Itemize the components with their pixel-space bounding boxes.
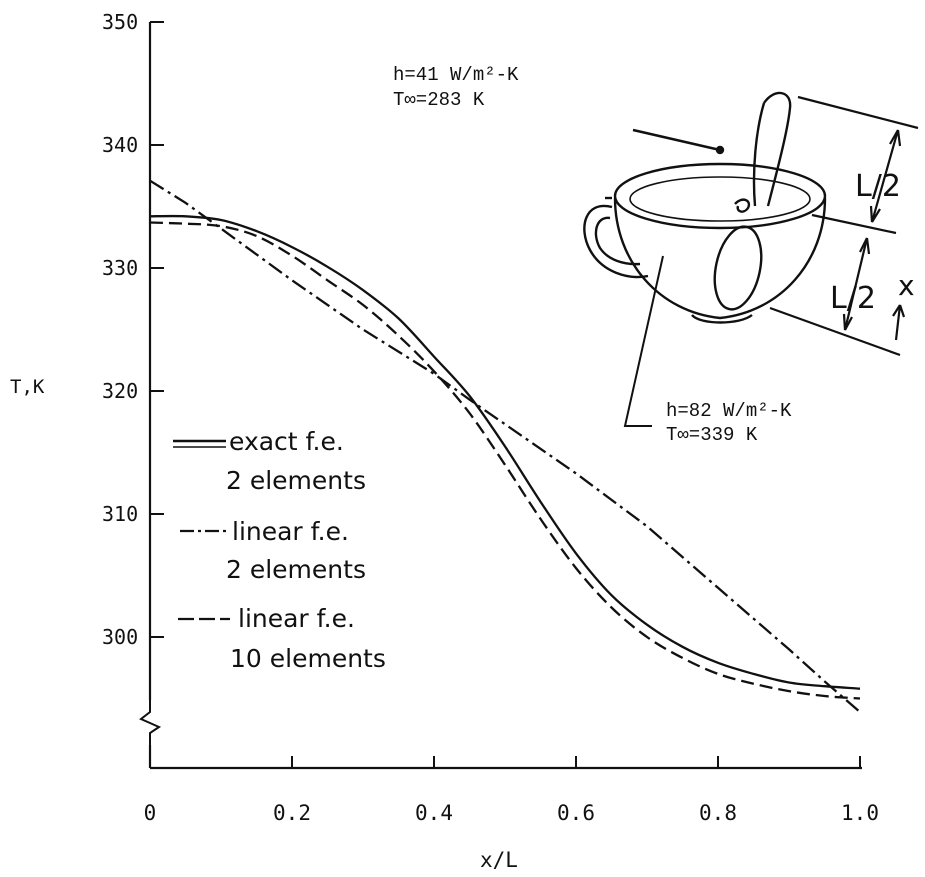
annotation-bottom-leader [623,255,664,427]
annotation-top: h=41 W/m²-K T∞=283 K [393,64,721,152]
legend-entry-linear-2: linear f.e. 2 elements [180,517,366,584]
annotation-bottom-h: h=82 W/m²-K [666,400,792,422]
dim-line-top [797,95,919,130]
axes: 300 310 320 330 340 350 0 0.2 0.4 0.6 0.8 1.0 [102,10,879,825]
y-ticks: 300 310 320 330 340 350 [102,10,164,649]
dim-line-mid [811,213,897,235]
annotation-top-h: h=41 W/m²-K [393,64,519,86]
x-coord-arrow [894,304,902,341]
y-tick-label: 340 [102,133,138,157]
y-tick-label: 330 [102,256,138,280]
x-axis-label: x/L [480,848,518,872]
spoon-curl [734,198,751,213]
dimension-lines [769,95,919,357]
cup-body [613,197,827,320]
legend-entry-exact-2: exact f.e. 2 elements [173,427,366,495]
x-coord-arrowhead [892,304,906,318]
annotation-top-leader [632,128,721,152]
legend-label-1a: exact f.e. [229,427,344,456]
teacup-illustration [583,91,827,324]
legend-label-3a: linear f.e. [238,604,355,633]
dim-arrow-2 [843,237,869,331]
spoon-handle-edge [752,102,766,207]
legend-label-3b: 10 elements [230,644,386,673]
dim-label-1: L/2 [855,169,901,204]
legend-label-1b: 2 elements [226,466,366,495]
axis-break-symbol [139,700,162,745]
y-tick-label: 350 [102,10,138,34]
y-tick-label: 300 [102,625,138,649]
legend-label-2b: 2 elements [226,555,366,584]
spoon-bowl [713,225,763,311]
x-tick-label: 0.4 [415,801,453,825]
legend: exact f.e. 2 elements linear f.e. 2 elem… [173,427,386,673]
dim-arrowhead-1b [869,205,881,223]
series-linear-10-elements [149,221,861,700]
x-tick-label: 0.6 [557,801,595,825]
dim-arrowhead-1a [889,129,902,147]
spoon-handle [763,91,792,207]
annotation-bottom-t: T∞=339 K [666,424,758,446]
annotation-top-t: T∞=283 K [393,89,485,111]
dim-line-bottom [769,306,901,357]
cup-handle-inner [594,216,641,266]
cup-rim [613,162,827,230]
series-exact-2-elements [149,214,861,690]
cup-rim-inner [629,176,811,222]
x-ticks: 0 0.2 0.4 0.6 0.8 1.0 [144,756,879,825]
dimension-labels: L/2 L/2 x [830,169,915,316]
cup-handle [583,204,649,279]
legend-label-2a: linear f.e. [232,517,349,546]
dim-label-2: L/2 [830,281,876,316]
leader-dot [715,145,725,155]
y-tick-label: 320 [102,379,138,403]
x-tick-label: 0.2 [273,801,311,825]
x-tick-label: 0 [144,801,157,825]
x-tick-label: 0.8 [699,801,737,825]
x-tick-label: 1.0 [841,801,879,825]
legend-entry-linear-10: linear f.e. 10 elements [178,604,386,673]
y-tick-label: 310 [102,502,138,526]
y-axis-label: T,K [10,376,45,398]
dim-arrowhead-2a [859,237,871,255]
coord-label-x: x [898,269,915,302]
curves [149,179,861,713]
series-linear-2-elements [149,179,861,713]
cup-foot [691,313,753,324]
dim-arrow-1 [870,129,900,223]
dim-arrowhead-2b [842,313,853,331]
annotation-bottom: h=82 W/m²-K T∞=339 K [623,255,792,446]
